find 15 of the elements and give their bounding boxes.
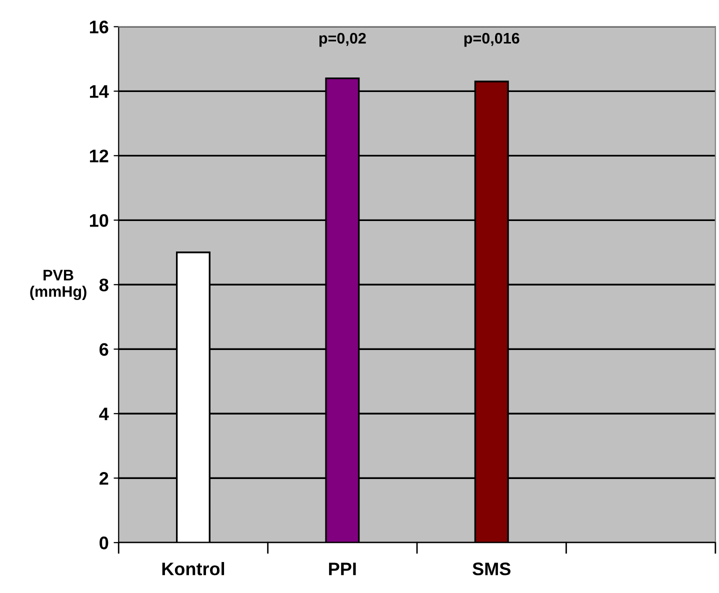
x-tick-label: SMS [472, 562, 510, 576]
annotation: p=0,02 [319, 32, 366, 47]
y-tick-label: 12 [90, 150, 108, 162]
y-tick-label: 0 [100, 536, 108, 550]
y-tick-label: 16 [90, 20, 108, 34]
annotation: p=0,016 [464, 32, 520, 47]
y-tick-label: 8 [99, 278, 108, 292]
x-tick-label: PPI [329, 562, 356, 576]
y-tick-label: 10 [90, 214, 108, 227]
x-tick-label: Kontrol [162, 562, 224, 576]
y-tick-label: 14 [90, 85, 109, 98]
y-tick-label: 6 [100, 343, 108, 356]
y-axis-title: PVB (mmHg) [30, 270, 86, 300]
y-tick-label: 2 [100, 472, 108, 485]
y-tick-label: 4 [99, 408, 109, 420]
